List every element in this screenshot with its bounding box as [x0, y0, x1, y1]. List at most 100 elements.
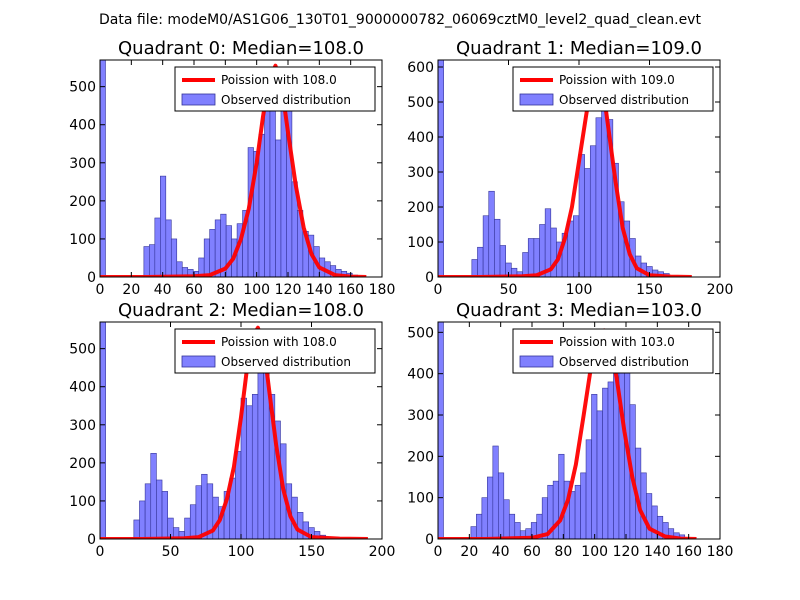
histogram-bar: [533, 238, 540, 277]
histogram-bar: [503, 499, 510, 539]
histogram-bar: [640, 472, 647, 539]
y-tick-label: 400: [69, 118, 96, 134]
plot-area: [100, 60, 367, 277]
y-tick-label: 200: [407, 449, 434, 465]
y-tick-label: 0: [87, 270, 96, 286]
histogram-bar: [297, 512, 304, 539]
histogram-bar: [584, 168, 591, 277]
histogram-bar: [607, 381, 614, 539]
histogram-bar: [170, 238, 178, 277]
histogram-bar: [251, 394, 259, 539]
histogram-bar: [476, 513, 483, 539]
subplot-title: Quadrant 3: Median=103.0: [456, 300, 702, 321]
x-tick-label: 60: [185, 282, 203, 298]
legend-box: [512, 66, 714, 112]
histogram-bar: [527, 238, 535, 277]
plot-area: [100, 322, 368, 539]
histogram-bar: [156, 479, 163, 539]
x-tick-label: 100: [243, 282, 270, 298]
legend-line-label: Poission with 109.0: [559, 73, 675, 87]
y-tick-label: 100: [69, 232, 96, 248]
histogram-bar: [160, 175, 167, 277]
histogram-bar: [558, 453, 565, 539]
histogram-bar: [133, 519, 140, 539]
x-tick-label: 20: [460, 544, 478, 560]
axes-frame: [437, 321, 721, 540]
histogram-bar: [646, 493, 653, 539]
legend-bar-label: Observed distribution: [221, 355, 351, 369]
x-tick-label: 150: [636, 282, 663, 298]
x-tick-label: 0: [96, 544, 105, 560]
histogram-bar: [539, 224, 546, 277]
quadrant-1-subplot: Quadrant 1: Median=109.0 0 50 100 150 200 0 100…: [407, 38, 733, 298]
histogram-bar: [203, 238, 210, 277]
quadrant-2-subplot: Quadrant 2: Median=108.0 0 50 100 150 200 0 100…: [69, 300, 395, 560]
y-tick-label: 500: [69, 80, 96, 96]
x-tick-label: 50: [500, 282, 518, 298]
histogram-bar: [212, 496, 219, 539]
histogram-bar: [585, 439, 592, 539]
histogram-bar: [482, 215, 490, 277]
histogram-bar: [596, 410, 603, 539]
y-tick-label: 200: [69, 194, 96, 210]
subplot-grid: Quadrant 0: Median=108.00 20 40 60 80 100 120 1…: [69, 38, 733, 560]
histogram-bar: [100, 60, 106, 277]
histogram-bar: [269, 90, 276, 277]
histogram-bar: [195, 485, 202, 539]
histogram-bar: [578, 154, 585, 277]
histogram-bar: [165, 219, 172, 277]
legend-bar-label: Observed distribution: [221, 93, 351, 107]
x-tick-label: 140: [644, 544, 671, 560]
subplot-title: Quadrant 0: Median=108.0: [118, 38, 364, 59]
x-tick-label: 160: [337, 282, 364, 298]
histogram-bar: [499, 245, 506, 277]
x-tick-label: 100: [228, 544, 255, 560]
y-tick-label: 500: [407, 95, 434, 111]
histogram-bar: [487, 476, 494, 539]
quadrant-3-subplot: Quadrant 3: Median=103.00 20 40 60 80 100 120 1…: [407, 300, 733, 560]
legend-bar-swatch: [519, 355, 554, 368]
legend-bar-swatch: [519, 93, 554, 106]
histogram-bar: [569, 491, 576, 539]
x-tick-label: 0: [96, 282, 105, 298]
y-tick-label: 200: [407, 200, 434, 216]
histogram-bar: [477, 246, 484, 277]
histogram-bar: [161, 491, 168, 539]
x-tick-label: 0: [434, 544, 443, 560]
histogram-bar: [264, 105, 271, 277]
histogram-bar: [275, 139, 282, 277]
x-tick-label: 100: [581, 544, 608, 560]
histogram-bar: [552, 480, 559, 539]
histogram-bar: [100, 322, 106, 539]
x-tick-label: 0: [434, 282, 443, 298]
histogram-bar: [143, 246, 150, 277]
figure-suptitle: Data file: modeM0/AS1G06_130T01_90000007…: [99, 12, 701, 28]
x-tick-label: 160: [675, 544, 702, 560]
y-tick-label: 500: [407, 325, 434, 341]
legend: Poission with 108.0 Observed distribution: [174, 328, 376, 374]
x-tick-label: 80: [554, 544, 572, 560]
histogram-bar: [481, 497, 488, 539]
legend-bar-label: Observed distribution: [559, 93, 689, 107]
x-tick-label: 150: [298, 544, 325, 560]
legend: Poission with 108.0 Observed distribution: [174, 66, 376, 112]
subplot-title: Quadrant 2: Median=108.0: [118, 300, 364, 321]
x-tick-label: 50: [162, 544, 180, 560]
legend-bar-swatch: [181, 355, 216, 368]
histogram-bar: [154, 217, 161, 277]
x-tick-label: 140: [306, 282, 333, 298]
x-tick-label: 120: [275, 282, 302, 298]
histogram-bar: [144, 483, 152, 539]
histogram-bar: [595, 117, 602, 277]
histogram-bar: [471, 259, 478, 277]
y-tick-label: 400: [407, 130, 434, 146]
y-tick-label: 300: [407, 408, 434, 424]
subplot-title: Quadrant 1: Median=109.0: [456, 38, 702, 59]
y-tick-label: 500: [69, 342, 96, 358]
legend: Poission with 103.0 Observed distribution: [512, 328, 714, 374]
histogram-bar: [438, 322, 444, 539]
histogram-bar: [508, 513, 516, 539]
y-tick-label: 600: [407, 60, 434, 76]
histogram-bar: [492, 445, 499, 539]
legend-line-label: Poission with 103.0: [559, 335, 675, 349]
